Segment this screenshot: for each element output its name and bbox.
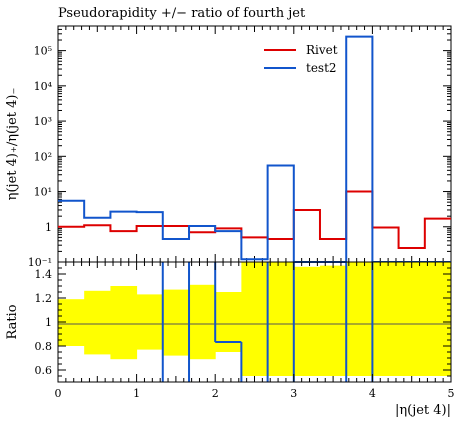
ratio-x-tick-label: 0 bbox=[55, 387, 62, 400]
ratio-band bbox=[58, 262, 452, 376]
ratio-band-bin bbox=[398, 262, 426, 376]
ratio-y-tick-label: 1.2 bbox=[35, 292, 53, 305]
main-y-tick-label: 10³ bbox=[34, 115, 52, 128]
ratio-band-bin bbox=[136, 294, 164, 350]
main-y-ticks: 10⁻¹ 1 10¹ 10² 10³ 10⁴ 10⁵ bbox=[28, 25, 451, 269]
main-y-tick-label: 10² bbox=[34, 150, 52, 163]
ratio-band-bin bbox=[267, 262, 295, 376]
ratio-x-tick-label: 3 bbox=[290, 387, 297, 400]
ratio-x-tick-label: 2 bbox=[212, 387, 219, 400]
ratio-y-tick-label: 1 bbox=[45, 316, 52, 329]
ratio-series bbox=[161, 262, 374, 382]
ratio-band-bin bbox=[241, 262, 269, 376]
ratio-band-bin bbox=[84, 290, 111, 355]
ratio-band-bin bbox=[162, 289, 190, 356]
ratio-y-tick-label: 1.4 bbox=[35, 268, 53, 281]
ratio-y-ticks: 0.6 0.8 1 1.2 1.4 bbox=[35, 267, 451, 377]
ratio-band-bin bbox=[346, 262, 373, 376]
main-panel: 10⁻¹ 1 10¹ 10² 10³ 10⁴ 10⁵ η(jet 4)₊/η(jet 4)₋… bbox=[5, 25, 452, 269]
ratio-band-bin bbox=[319, 265, 347, 376]
ratio-band-bin bbox=[424, 262, 452, 376]
chart-title: Pseudorapidity +/− ratio of fourth jet bbox=[58, 6, 306, 21]
legend: Rivet test2 bbox=[264, 43, 338, 75]
main-y-axis-label: η(jet 4)₊/η(jet 4)₋ bbox=[5, 88, 20, 201]
ratio-y-axis-label: Ratio bbox=[5, 304, 20, 339]
ratio-y-tick-label: 0.6 bbox=[35, 364, 53, 377]
ratio-band-bin bbox=[110, 286, 138, 360]
series-test2-line bbox=[58, 35, 451, 263]
series-rivet-line bbox=[58, 190, 451, 249]
ratio-x-tick-label: 1 bbox=[133, 387, 140, 400]
legend-label-test2: test2 bbox=[306, 61, 337, 75]
main-x-ticks bbox=[57, 26, 452, 262]
ratio-band-bin bbox=[372, 262, 400, 376]
ratio-x-tick-label: 5 bbox=[448, 387, 455, 400]
main-y-tick-label: 10⁵ bbox=[34, 45, 52, 58]
ratio-x-tick-label: 4 bbox=[369, 387, 376, 400]
ratio-band-bin bbox=[58, 299, 85, 346]
main-y-tick-label: 1 bbox=[45, 221, 52, 234]
ratio-band-bin bbox=[293, 266, 321, 376]
ratio-x-axis-label: |η(jet 4)| bbox=[395, 403, 451, 418]
ratio-x-ticks: 0 1 2 3 4 5 bbox=[55, 262, 455, 400]
main-y-tick-label: 10⁻¹ bbox=[28, 256, 52, 269]
main-series bbox=[58, 35, 451, 263]
ratio-y-tick-label: 0.8 bbox=[35, 340, 53, 353]
ratio-panel: 0.6 0.8 1 1.2 1.4 0 1 2 3 4 5 Ratio |η(jet 4)| bbox=[5, 261, 455, 418]
legend-label-rivet: Rivet bbox=[306, 43, 338, 57]
main-y-tick-label: 10⁴ bbox=[34, 80, 53, 93]
main-y-tick-label: 10¹ bbox=[34, 186, 52, 199]
ratio-band-bin bbox=[189, 284, 216, 360]
